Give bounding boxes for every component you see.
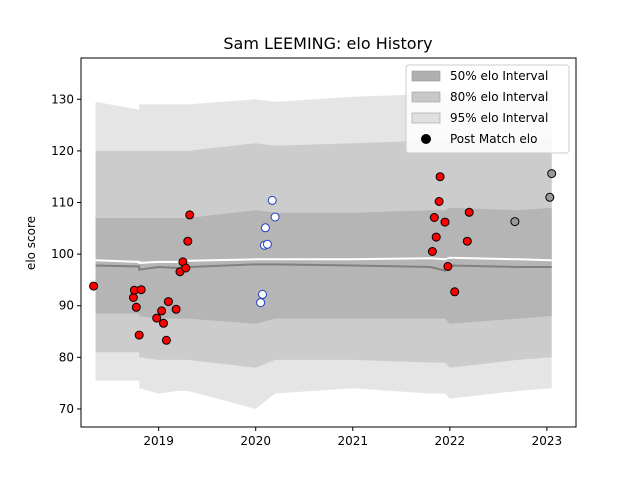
post-match-point	[161, 335, 171, 345]
y-tick-label: 110	[51, 196, 74, 210]
post-match-point	[510, 217, 520, 227]
post-match-point	[462, 236, 472, 246]
y-tick-label: 100	[51, 247, 74, 261]
y-tick-label: 80	[59, 350, 74, 364]
post-match-point	[131, 302, 141, 312]
upper-mean-line	[95, 256, 552, 264]
post-match-point	[171, 304, 181, 314]
post-match-point	[258, 289, 267, 299]
post-match-point	[267, 195, 277, 205]
legend-swatch	[411, 91, 441, 103]
x-tick-label: 2021	[337, 434, 368, 448]
post-match-point	[443, 262, 453, 271]
y-tick-label: 120	[51, 144, 74, 158]
interval-bands	[95, 89, 552, 409]
legend-label: 80% elo Interval	[450, 90, 548, 104]
plot-area	[89, 89, 557, 409]
post-match-point	[89, 281, 99, 291]
x-tick-label: 2020	[240, 434, 271, 448]
post-match-point	[163, 297, 173, 307]
post-match-point	[547, 169, 557, 179]
y-tick-label: 90	[59, 299, 74, 313]
post-match-point	[256, 298, 266, 308]
post-match-point	[270, 212, 280, 222]
post-match-point	[185, 210, 195, 220]
legend-swatch	[411, 70, 441, 82]
axes-frame	[80, 57, 577, 428]
post-match-point	[545, 192, 555, 202]
x-tick-label: 2019	[143, 434, 174, 448]
legend-marker	[421, 134, 431, 144]
post-match-points	[89, 169, 557, 345]
chart-title: Sam LEEMING: elo History	[223, 34, 432, 53]
post-match-point	[152, 313, 162, 323]
post-match-point	[181, 263, 191, 273]
x-axis: 2019 2020 2021 2022 2023	[143, 427, 562, 448]
post-match-point	[183, 236, 193, 246]
x-tick-label: 2023	[532, 434, 563, 448]
post-match-point	[450, 287, 460, 297]
legend-label: 50% elo Interval	[450, 69, 548, 83]
post-match-point	[429, 213, 439, 222]
post-match-point	[134, 330, 144, 340]
y-axis-label: elo score	[24, 216, 38, 270]
post-match-point	[427, 247, 437, 256]
post-match-point	[431, 232, 441, 242]
y-tick-label: 70	[59, 402, 74, 416]
post-match-point	[435, 172, 445, 182]
post-match-point	[464, 207, 474, 217]
post-match-point	[260, 223, 270, 233]
post-match-point	[434, 197, 444, 206]
y-tick-label: 130	[51, 92, 74, 106]
post-match-point	[157, 306, 167, 316]
legend: 50% elo Interval 80% elo Interval 95% elo …	[405, 64, 570, 154]
post-match-point	[128, 293, 138, 302]
post-match-point	[440, 217, 450, 227]
legend-label: Post Match elo	[450, 132, 537, 146]
y-axis: 70 80 90 100 110 120 130	[51, 92, 81, 416]
legend-swatch	[411, 112, 441, 124]
x-tick-label: 2022	[435, 434, 466, 448]
post-match-point	[262, 239, 272, 249]
legend-box	[405, 64, 570, 154]
post-match-point	[136, 285, 146, 295]
post-match-point	[159, 318, 168, 328]
legend-label: 95% elo Interval	[450, 111, 548, 125]
